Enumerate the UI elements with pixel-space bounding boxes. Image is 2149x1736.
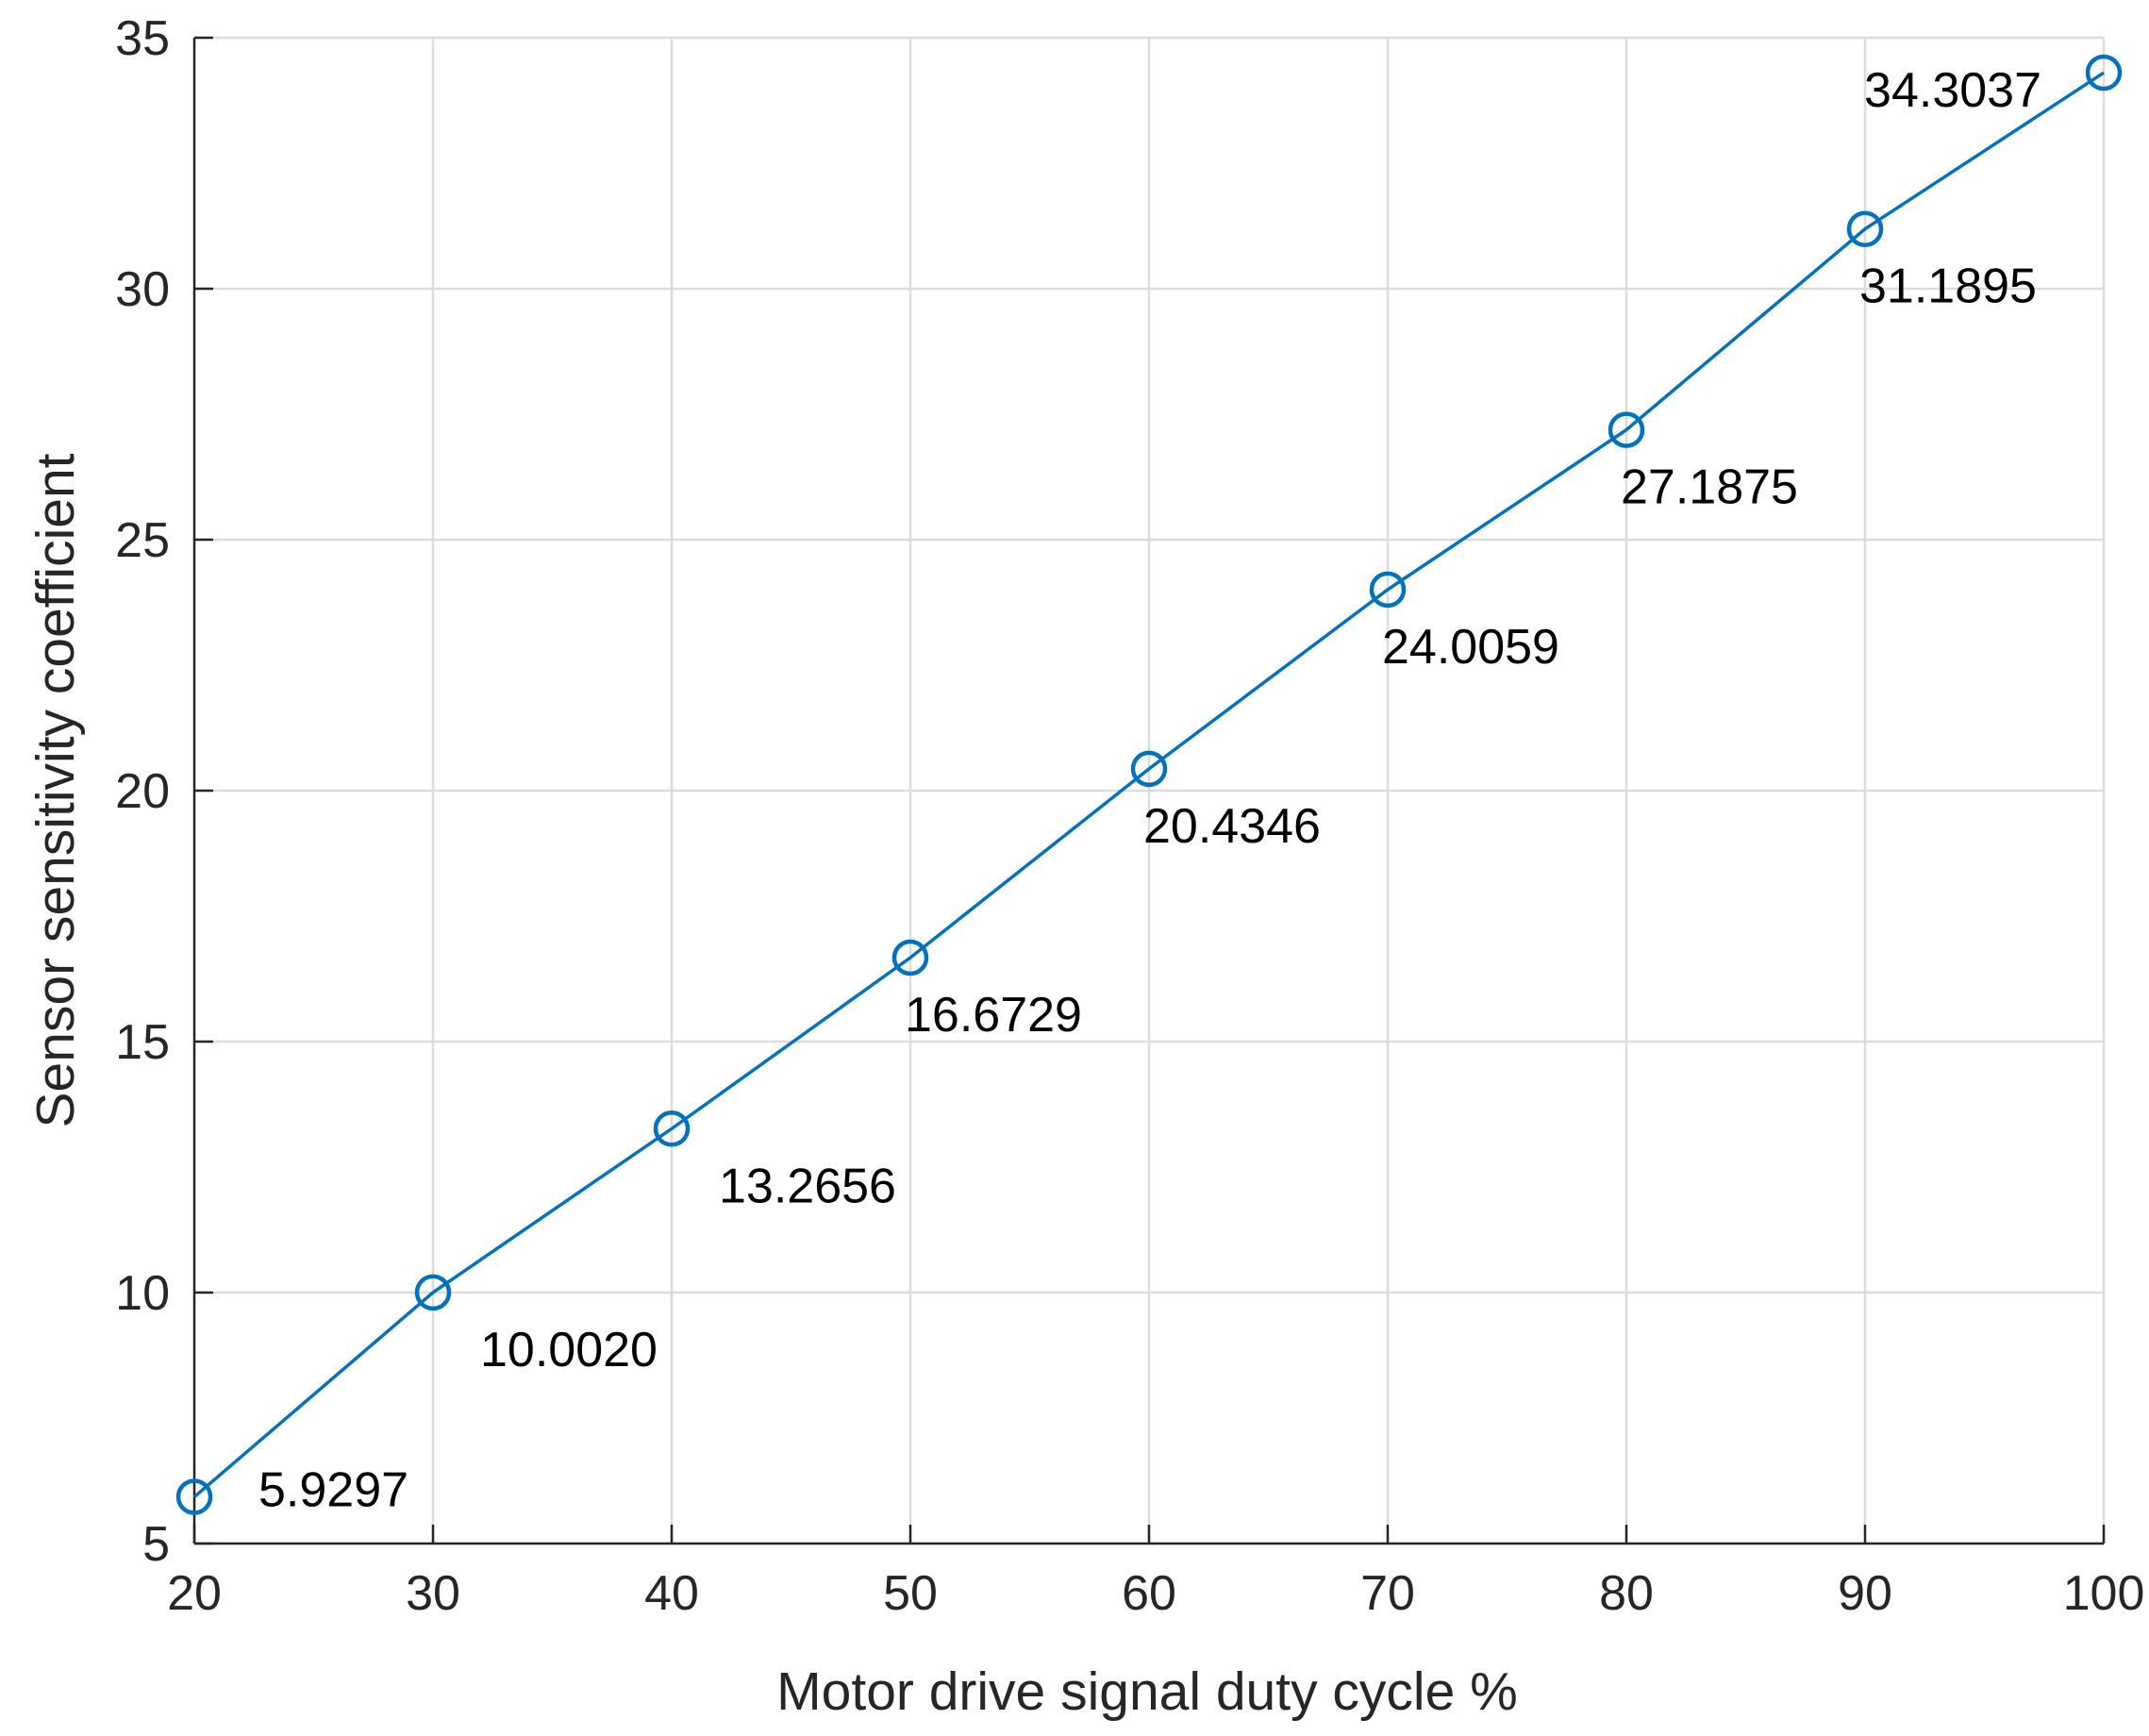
x-tick-label: 70 [1360,1566,1415,1621]
x-tick-label: 30 [406,1566,460,1621]
data-label: 13.2656 [719,1159,896,1213]
y-tick-label: 30 [115,262,170,317]
y-tick-label: 10 [115,1266,170,1321]
data-point [1130,750,1168,788]
data-point [175,1478,213,1515]
y-tick-label: 35 [115,11,170,66]
data-label: 10.0020 [480,1323,658,1377]
data-label: 31.1895 [1859,259,2037,314]
y-tick-label: 5 [142,1517,170,1572]
x-tick-label: 100 [2063,1566,2145,1621]
x-tick-label: 50 [883,1566,938,1621]
data-label: 34.3037 [1864,63,2041,118]
data-label: 24.0059 [1382,620,1559,675]
x-axis-title: Motor drive signal duty cycle % [776,1661,1518,1722]
data-label: 27.1875 [1621,460,1798,515]
axes: 20 30 40 50 60 70 80 90 100 5 10 15 20 25 30 35 [115,11,2144,1621]
x-tick-label: 20 [167,1566,222,1621]
series [175,54,2123,1515]
y-tick-label: 15 [115,1015,170,1070]
data-point [1608,411,1645,448]
data-point [1846,210,1884,247]
series-line [192,71,2105,1498]
x-tick-label: 40 [644,1566,699,1621]
data-point [891,939,929,976]
data-point [414,1274,452,1311]
data-point [1369,571,1407,609]
data-labels: 5.9297 10.0020 13.2656 16.6729 20.4346 24.005… [258,63,2041,1517]
y-tick-label: 25 [115,513,170,568]
y-axis-title: Sensor sensitivity coefficient [25,453,86,1127]
data-label: 16.6729 [905,988,1082,1043]
data-label: 5.9297 [258,1463,408,1518]
grid [192,36,2106,1545]
y-tick-label: 20 [115,764,170,819]
data-label: 20.4346 [1143,799,1321,854]
data-point [2085,54,2123,92]
x-tick-label: 80 [1599,1566,1654,1621]
x-tick-label: 60 [1122,1566,1176,1621]
x-tick-label: 90 [1838,1566,1892,1621]
data-point [653,1110,691,1147]
